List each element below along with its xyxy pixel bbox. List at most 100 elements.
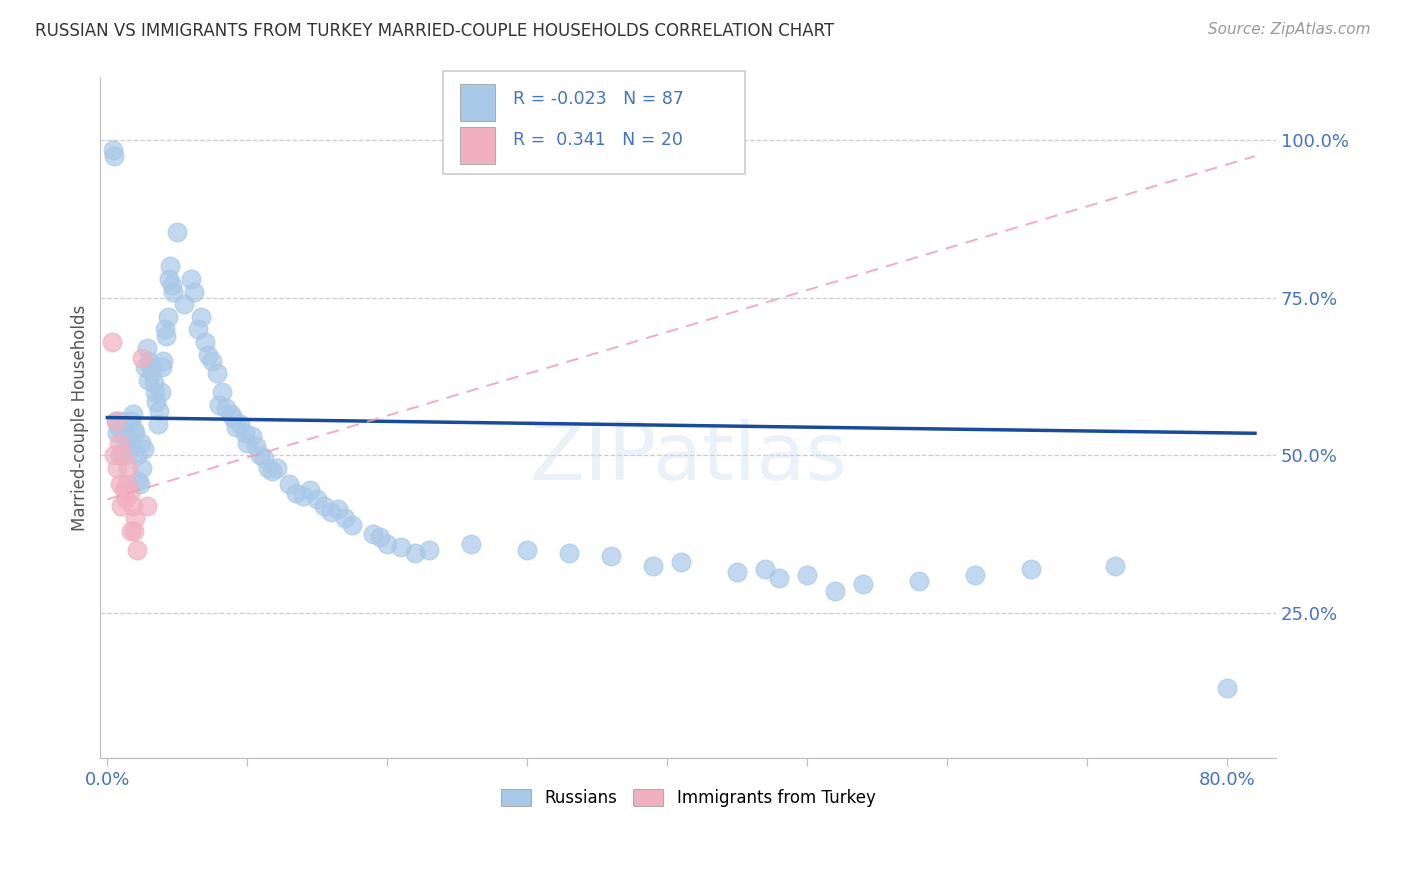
Point: [253, 451, 276, 466]
Point: [516, 542, 538, 557]
Point: [215, 401, 238, 416]
Point: [132, 442, 155, 456]
Point: [219, 408, 242, 422]
Point: [152, 354, 174, 368]
Point: [145, 394, 167, 409]
Point: [135, 341, 157, 355]
Point: [117, 461, 139, 475]
Point: [122, 423, 145, 437]
Point: [342, 517, 364, 532]
Point: [159, 260, 181, 274]
Point: [669, 555, 692, 569]
Point: [1104, 558, 1126, 573]
Point: [1019, 562, 1042, 576]
Point: [103, 448, 125, 462]
Point: [122, 524, 145, 538]
Point: [307, 492, 329, 507]
Text: RUSSIAN VS IMMIGRANTS FROM TURKEY MARRIED-COUPLE HOUSEHOLDS CORRELATION CHART: RUSSIAN VS IMMIGRANTS FROM TURKEY MARRIE…: [35, 22, 834, 40]
Point: [375, 536, 398, 550]
Point: [153, 322, 176, 336]
Point: [314, 499, 336, 513]
Point: [146, 417, 169, 431]
Point: [156, 310, 179, 324]
Point: [292, 489, 315, 503]
Point: [114, 492, 136, 507]
Point: [135, 499, 157, 513]
Point: [111, 420, 134, 434]
Text: ZIPatlas: ZIPatlas: [529, 419, 848, 498]
Point: [112, 426, 135, 441]
Point: [162, 285, 184, 299]
Point: [128, 476, 150, 491]
Y-axis label: Married-couple Households: Married-couple Households: [72, 304, 89, 531]
Point: [240, 429, 263, 443]
Point: [208, 398, 231, 412]
Point: [108, 448, 131, 462]
Point: [127, 474, 149, 488]
Point: [112, 483, 135, 497]
Point: [124, 511, 146, 525]
Point: [183, 285, 205, 299]
Point: [211, 385, 233, 400]
Point: [768, 571, 790, 585]
Point: [143, 385, 166, 400]
Point: [101, 143, 124, 157]
Point: [134, 360, 156, 375]
Point: [108, 476, 131, 491]
Point: [148, 404, 170, 418]
Point: [335, 511, 357, 525]
Point: [149, 385, 172, 400]
Point: [142, 376, 165, 390]
Point: [115, 476, 138, 491]
Point: [460, 536, 482, 550]
Point: [180, 272, 202, 286]
Point: [643, 558, 665, 573]
Text: R =  0.341   N = 20: R = 0.341 N = 20: [513, 131, 683, 149]
Point: [139, 360, 162, 375]
Point: [121, 408, 143, 422]
Point: [404, 546, 426, 560]
Point: [368, 530, 391, 544]
Point: [824, 583, 846, 598]
Point: [233, 426, 256, 441]
Point: [278, 476, 301, 491]
Point: [249, 448, 271, 462]
Point: [129, 435, 152, 450]
Point: [120, 414, 142, 428]
Point: [110, 414, 132, 428]
Legend: Russians, Immigrants from Turkey: Russians, Immigrants from Turkey: [494, 782, 883, 814]
Point: [111, 448, 134, 462]
Point: [754, 562, 776, 576]
Text: Source: ZipAtlas.com: Source: ZipAtlas.com: [1208, 22, 1371, 37]
Point: [138, 354, 160, 368]
Point: [131, 461, 153, 475]
Point: [104, 414, 127, 428]
Point: [299, 483, 322, 497]
Text: R = -0.023   N = 87: R = -0.023 N = 87: [513, 90, 685, 108]
Point: [150, 360, 173, 375]
Point: [160, 278, 183, 293]
Point: [852, 577, 875, 591]
Point: [103, 149, 125, 163]
Point: [389, 540, 412, 554]
Point: [115, 448, 138, 462]
Point: [725, 565, 748, 579]
Point: [118, 439, 141, 453]
Point: [166, 225, 188, 239]
Point: [558, 546, 581, 560]
Point: [124, 426, 146, 441]
Point: [222, 410, 245, 425]
Point: [796, 568, 818, 582]
Point: [173, 297, 195, 311]
Point: [201, 354, 224, 368]
Point: [131, 351, 153, 365]
Point: [120, 524, 142, 538]
Point: [236, 435, 259, 450]
Point: [155, 328, 177, 343]
Point: [1216, 681, 1239, 696]
Point: [105, 461, 128, 475]
Point: [121, 499, 143, 513]
Point: [141, 367, 163, 381]
Point: [157, 272, 180, 286]
Point: [197, 347, 219, 361]
